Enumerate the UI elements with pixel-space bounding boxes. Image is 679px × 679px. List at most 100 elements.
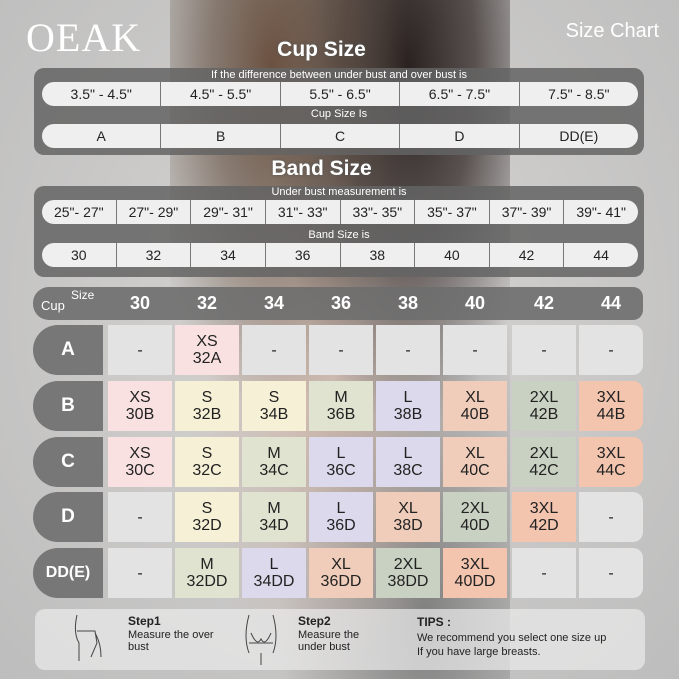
- size-cell: XL 36DD: [309, 548, 373, 598]
- band-size-heading: Band Size: [271, 157, 372, 180]
- size-cell: 3XL 44C: [579, 437, 643, 487]
- cup-subtitle: If the difference between under bust and…: [210, 69, 468, 81]
- bra-size: 30C: [125, 462, 155, 479]
- column-header: 30: [129, 293, 151, 313]
- cell: 27"- 29": [116, 200, 192, 224]
- letter-size: M: [267, 500, 281, 517]
- size-cell: S 32D: [175, 492, 239, 542]
- column-header: 34: [263, 293, 285, 313]
- letter-size: -: [541, 341, 547, 359]
- letter-size: -: [137, 341, 143, 359]
- band-size-label: Band Size is: [308, 229, 370, 241]
- letter-size: -: [338, 341, 344, 359]
- letter-size: XL: [398, 500, 418, 517]
- size-cell: XL 40B: [443, 381, 507, 431]
- size-cell: -: [579, 325, 643, 375]
- row-header: A: [33, 325, 103, 375]
- size-cell: 2XL 38DD: [376, 548, 440, 598]
- size-cell: XL 40C: [443, 437, 507, 487]
- letter-size: -: [472, 341, 478, 359]
- cell: 33"- 35": [340, 200, 416, 224]
- letter-size: M: [200, 556, 214, 573]
- size-cell: S 32B: [175, 381, 239, 431]
- size-cell: XS 30B: [108, 381, 172, 431]
- size-cell: -: [309, 325, 373, 375]
- bra-size: 36C: [326, 462, 356, 479]
- letter-size: -: [608, 341, 614, 359]
- bra-size: 34B: [259, 406, 289, 423]
- size-cell: 2XL 40D: [443, 492, 507, 542]
- size-cell: M 36B: [309, 381, 373, 431]
- letter-size: 3XL: [596, 445, 626, 462]
- row-header: DD(E): [33, 548, 103, 598]
- cell: 39"- 41": [564, 200, 638, 224]
- size-cell: L 38C: [376, 437, 440, 487]
- tips: TIPS : We recommend you select one size u…: [417, 615, 642, 659]
- under-bust-figure-icon: [245, 614, 277, 665]
- step2-title: Step2: [298, 614, 331, 628]
- size-cell: L 38B: [376, 381, 440, 431]
- cup-size-row: A B C D DD(E): [42, 124, 638, 148]
- over-bust-figure-icon: [74, 614, 102, 661]
- bra-size: 32D: [192, 517, 222, 534]
- letter-size: -: [137, 564, 143, 582]
- letter-size: -: [405, 341, 411, 359]
- letter-size: XL: [331, 556, 351, 573]
- size-cell: XL 38D: [376, 492, 440, 542]
- letter-size: XL: [465, 389, 485, 406]
- size-cell: L 36C: [309, 437, 373, 487]
- bra-size: 38C: [393, 462, 423, 479]
- measure-tips-panel: Step1 Measure the over bust Step2 Measure …: [35, 609, 645, 670]
- letter-size: -: [608, 564, 614, 582]
- letter-size: L: [336, 500, 346, 517]
- step2-text: Measure the under bust: [298, 629, 360, 653]
- column-header: 40: [464, 293, 486, 313]
- letter-size: XL: [465, 445, 485, 462]
- row-header: D: [33, 492, 103, 542]
- bra-size: 36DD: [320, 573, 362, 590]
- cell: DD(E): [519, 124, 638, 148]
- cell: 36: [265, 243, 341, 267]
- size-cell: M 34D: [242, 492, 306, 542]
- cell: 29"- 31": [191, 200, 266, 224]
- cell: B: [161, 124, 281, 148]
- cell: 6.5" - 7.5": [400, 82, 520, 106]
- matrix-header: Size Cup 30 32 34 36 38 40 42 44: [33, 287, 643, 320]
- cell: 34: [191, 243, 266, 267]
- cell: 38: [340, 243, 416, 267]
- bra-size: 42D: [529, 517, 559, 534]
- bra-size: 42B: [529, 406, 559, 423]
- cell: 40: [415, 243, 490, 267]
- cell: 31"- 33": [265, 200, 341, 224]
- size-cell: -: [108, 325, 172, 375]
- size-cell: M 32DD: [175, 548, 239, 598]
- letter-size: S: [268, 389, 280, 406]
- letter-size: XS: [129, 389, 151, 406]
- column-header: 32: [196, 293, 218, 313]
- letter-size: M: [334, 389, 348, 406]
- bra-size: 32A: [192, 350, 222, 367]
- letter-size: XS: [129, 445, 151, 462]
- band-size-row: 30 32 34 36 38 40 42 44: [42, 243, 638, 267]
- letter-size: 3XL: [460, 556, 490, 573]
- brand-logo: OEAK: [26, 15, 142, 60]
- letter-size: -: [137, 508, 143, 526]
- column-header: 38: [397, 293, 419, 313]
- bra-size: 34DD: [253, 573, 295, 590]
- bra-size: 34C: [259, 462, 289, 479]
- size-axis-label: Size: [71, 288, 95, 302]
- size-cell: XS 32A: [175, 325, 239, 375]
- letter-size: 2XL: [529, 389, 559, 406]
- size-cell: XS 30C: [108, 437, 172, 487]
- column-header: 36: [330, 293, 352, 313]
- letter-size: 3XL: [596, 389, 626, 406]
- bra-size: 32DD: [186, 573, 228, 590]
- bra-size: 36D: [326, 517, 356, 534]
- cell: 5.5" - 6.5": [280, 82, 401, 106]
- cell: 44: [564, 243, 638, 267]
- letter-size: S: [201, 445, 213, 462]
- size-cell: L 34DD: [242, 548, 306, 598]
- tips-line-2: If you have large breasts.: [417, 646, 541, 658]
- size-cell: 3XL 44B: [579, 381, 643, 431]
- row-header: C: [33, 437, 103, 487]
